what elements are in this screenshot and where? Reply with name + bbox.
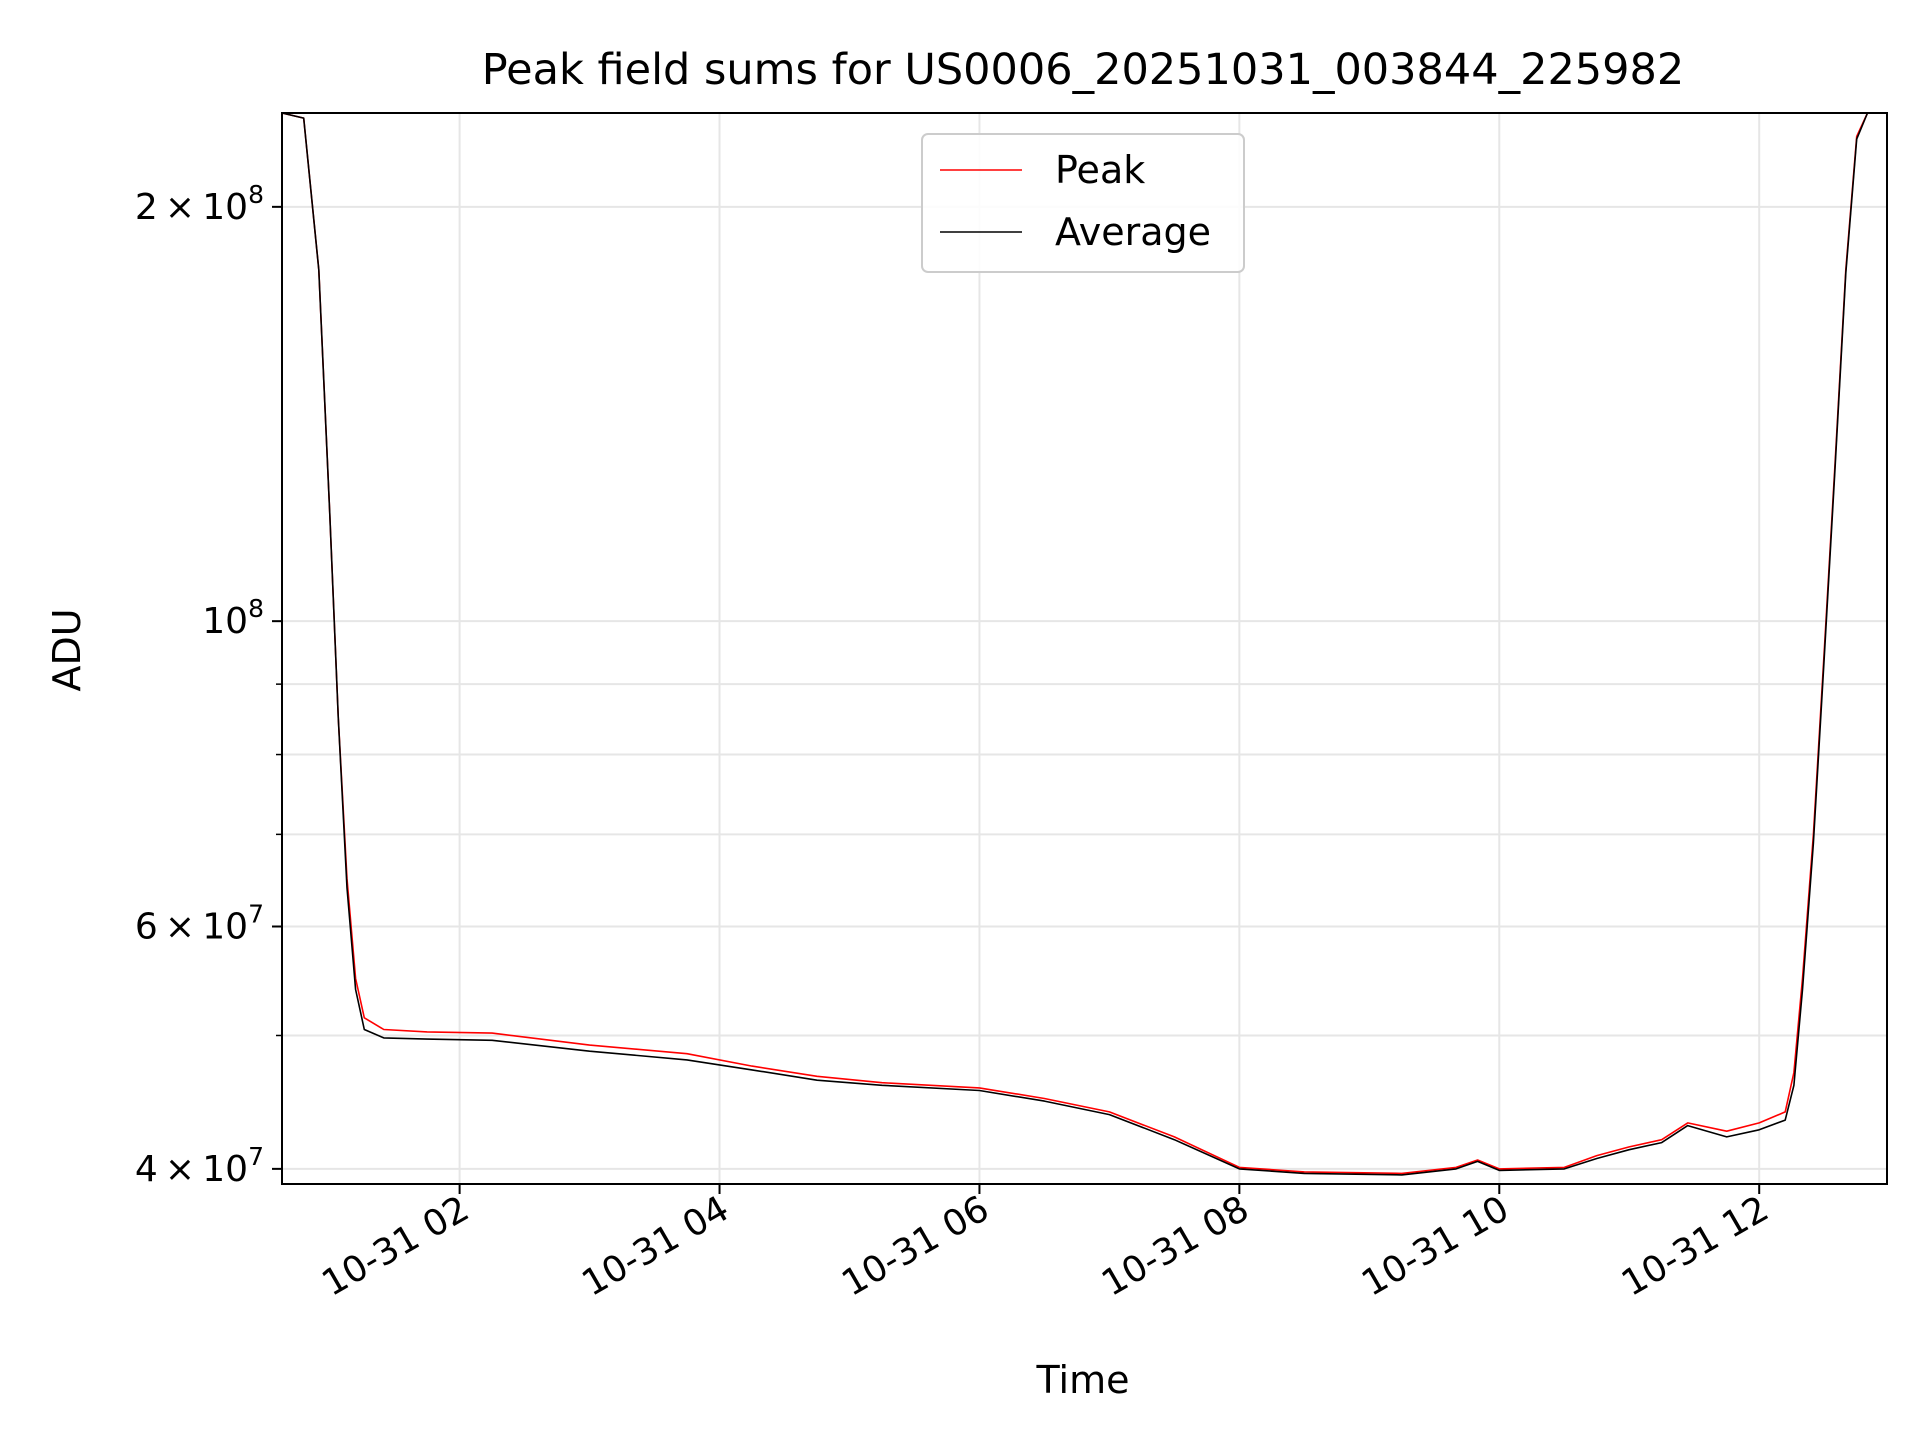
legend-box [921, 133, 1245, 273]
legend: Peak Average [921, 133, 1245, 273]
x-axis-label: Time [1036, 1358, 1130, 1402]
y-axis-label: ADU [45, 608, 89, 691]
series-line-average [281, 112, 1887, 1176]
plot-frame [281, 112, 1888, 1185]
y-tick-label: 108 [202, 594, 264, 642]
y-tick-label: 4 × 107 [135, 1142, 264, 1190]
y-tick-label: 6 × 107 [135, 900, 264, 948]
chart-title: Peak field sums for US0006_20251031_0038… [482, 45, 1685, 95]
series-layer [281, 112, 1887, 1176]
legend-label-average: Average [1055, 210, 1211, 254]
y-tick-label: 2 × 108 [135, 180, 264, 228]
series-line-peak [281, 112, 1887, 1175]
legend-label-peak: Peak [1055, 148, 1145, 192]
